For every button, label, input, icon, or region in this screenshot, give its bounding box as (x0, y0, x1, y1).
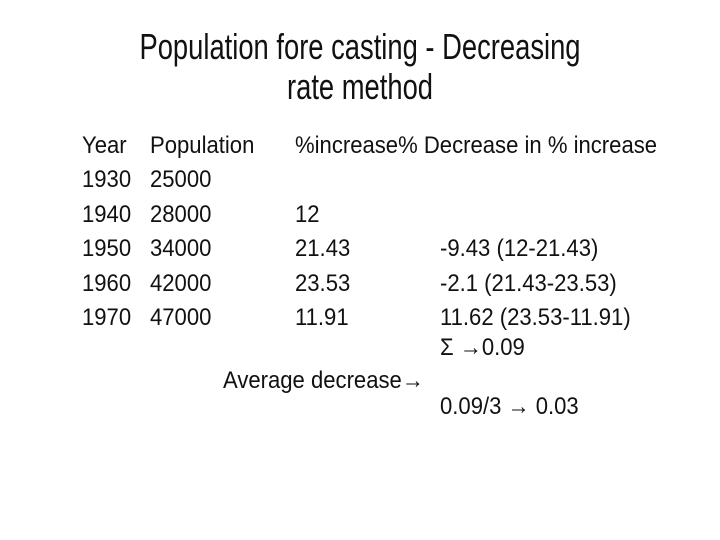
cell-increase: 12 (295, 201, 320, 228)
column-header-increase: %increase (295, 132, 399, 159)
sum-line: Σ →0.09 (440, 334, 525, 361)
cell-year: 1930 (82, 166, 132, 193)
cell-population: 34000 (150, 235, 212, 262)
cell-increase: 21.43 (295, 235, 351, 262)
cell-population: 42000 (150, 270, 212, 297)
cell-decrease: -9.43 (12-21.43) (440, 235, 599, 262)
cell-decrease: 11.62 (23.53-11.91) (440, 304, 631, 331)
cell-population: 25000 (150, 166, 212, 193)
column-header-decrease: % Decrease in % increase (398, 132, 658, 159)
title-line-1: Population fore casting - Decreasing (139, 26, 581, 67)
cell-population: 47000 (150, 304, 212, 331)
cell-increase: 23.53 (295, 270, 351, 297)
title-line-2: rate method (286, 66, 434, 107)
cell-decrease: -2.1 (21.43-23.53) (440, 270, 617, 297)
cell-population: 28000 (150, 201, 212, 228)
cell-year: 1940 (82, 201, 132, 228)
cell-year: 1970 (82, 304, 132, 331)
slide-title: Population fore casting - Decreasing rat… (86, 27, 633, 107)
column-header-year: Year (82, 132, 127, 159)
cell-increase: 11.91 (295, 304, 349, 331)
column-header-increase-decrease: %increase% Decrease in % increase (295, 134, 657, 158)
result-line: 0.09/3 → 0.03 (440, 393, 579, 420)
cell-year: 1950 (82, 235, 132, 262)
cell-year: 1960 (82, 270, 132, 297)
average-decrease-label: Average decrease→ (223, 367, 424, 394)
column-header-population: Population (150, 132, 255, 159)
